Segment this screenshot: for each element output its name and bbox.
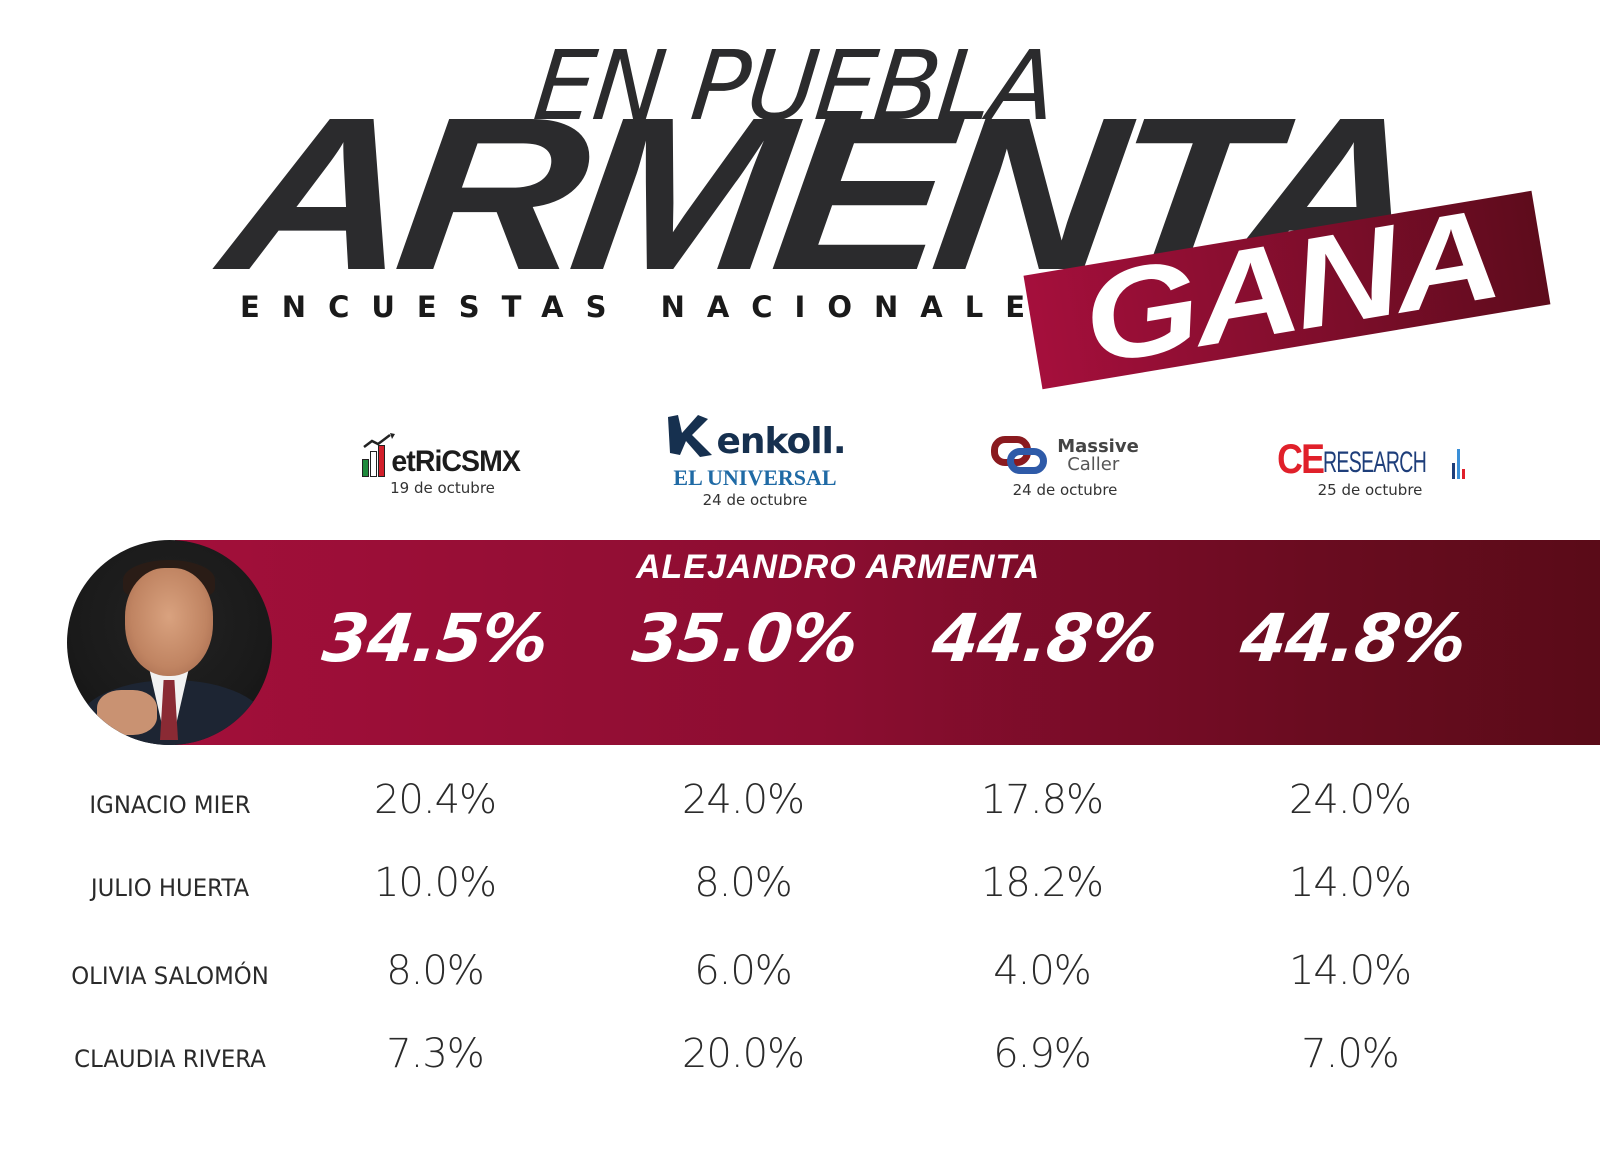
- research-logo-text: RESEARCH: [1323, 446, 1427, 479]
- subtitle-encuestas-nacionales: ENCUESTAS NACIONALES: [240, 290, 1090, 324]
- el-universal-logo-text: EL UNIVERSAL: [673, 465, 837, 490]
- candidate-portrait: [67, 540, 272, 745]
- leader-value-enkoll: 35.0%: [628, 600, 862, 677]
- chat-bubbles-icon: [991, 434, 1051, 478]
- poll-date: 19 de octubre: [390, 479, 495, 497]
- table-row: IGNACIO MIER 20.4% 24.0% 17.8% 24.0%: [0, 777, 1600, 837]
- table-row: JULIO HUERTA 10.0% 8.0% 18.2% 14.0%: [0, 860, 1600, 920]
- bar-chart-arrow-icon: [361, 433, 395, 477]
- pollster-enkoll: enkoll. EL UNIVERSAL 24 de octubre: [650, 415, 860, 509]
- leader-name: ALEJANDRO ARMENTA: [636, 548, 1041, 586]
- enkoll-logo-text: enkoll.: [716, 420, 846, 462]
- candidate-value: 20.4%: [373, 777, 497, 823]
- bar-ticks-icon: [1452, 449, 1467, 479]
- pollster-massive-caller: Massive Caller 24 de octubre: [990, 433, 1140, 499]
- massive-logo-text: Massive: [1057, 436, 1139, 457]
- candidate-value: 7.3%: [386, 1031, 485, 1077]
- ce-logo-text: CE: [1277, 435, 1325, 482]
- candidate-value: 10.0%: [373, 860, 497, 906]
- pollster-logos: etRiCSMX 19 de octubre enkoll. EL UNIVER…: [0, 415, 1600, 525]
- candidate-value: 14.0%: [1288, 860, 1412, 906]
- candidate-name: OLIVIA SALOMÓN: [71, 962, 269, 990]
- candidate-value: 8.0%: [386, 948, 485, 994]
- leader-banner: [175, 540, 1600, 745]
- poll-date: 25 de octubre: [1317, 481, 1423, 499]
- leader-value-ce-research: 44.8%: [1236, 600, 1470, 677]
- metricsmx-logo-text: etRiCSMX: [391, 445, 521, 478]
- candidate-name: CLAUDIA RIVERA: [74, 1045, 266, 1073]
- leader-value-massive-caller: 44.8%: [928, 600, 1162, 677]
- candidate-value: 24.0%: [1288, 777, 1412, 823]
- candidate-value: 4.0%: [993, 948, 1092, 994]
- leader-value-metricsmx: 34.5%: [318, 600, 552, 677]
- candidate-value: 8.0%: [694, 860, 793, 906]
- candidate-value: 14.0%: [1288, 948, 1412, 994]
- candidate-value: 20.0%: [681, 1031, 805, 1077]
- candidate-value: 18.2%: [980, 860, 1104, 906]
- pollster-metricsmx: etRiCSMX 19 de octubre: [355, 433, 530, 497]
- enkoll-k-icon: [664, 411, 716, 471]
- candidate-name: IGNACIO MIER: [89, 791, 251, 819]
- poll-date: 24 de octubre: [1012, 481, 1118, 499]
- candidate-name: JULIO HUERTA: [90, 874, 250, 902]
- caller-logo-text: Caller: [1067, 454, 1120, 475]
- candidate-value: 6.9%: [993, 1031, 1092, 1077]
- table-row: OLIVIA SALOMÓN 8.0% 6.0% 4.0% 14.0%: [0, 948, 1600, 1008]
- poll-date: 24 de octubre: [702, 491, 808, 509]
- pollster-ce-research: CE RESEARCH 25 de octubre: [1277, 437, 1466, 499]
- candidate-value: 6.0%: [694, 948, 793, 994]
- table-row: CLAUDIA RIVERA 7.3% 20.0% 6.9% 7.0%: [0, 1031, 1600, 1091]
- candidate-value: 24.0%: [681, 777, 805, 823]
- candidate-value: 17.8%: [980, 777, 1104, 823]
- header: EN PUEBLA ARMENTA ENCUESTAS NACIONALES G…: [0, 0, 1600, 430]
- candidate-value: 7.0%: [1301, 1031, 1400, 1077]
